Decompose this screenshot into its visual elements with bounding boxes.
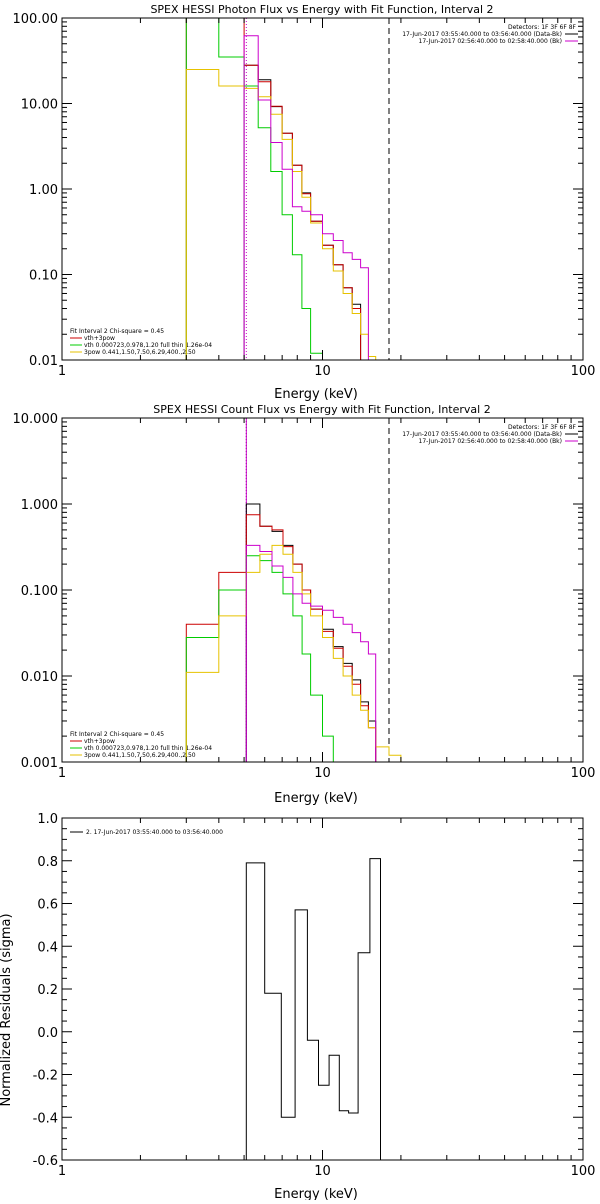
series-2-histogram — [185, 555, 344, 762]
y-tick-label: 10.00 — [21, 98, 58, 113]
y-tick-label: 1.000 — [21, 498, 58, 513]
x-tick-label: 1 — [58, 766, 66, 781]
plot-area — [185, 18, 390, 360]
y-tick-label: 0.0 — [37, 1026, 58, 1041]
y-axis-ticks: 0.01 0.10 1.00 10.00 100.00 — [13, 12, 583, 369]
photon-flux-legend-bottom-left: Fit Interval 2 Chi-square = 0.45 vth+3po… — [70, 328, 212, 356]
count-legend-model: vth+3pow — [84, 738, 115, 745]
series-0-histogram — [245, 858, 389, 1160]
y-tick-label: 0.2 — [37, 983, 58, 998]
y-axis-ticks: 0.001 0.010 0.100 1.000 10.000 — [13, 412, 583, 771]
residuals-legend-interval: 2. 17-Jun-2017 03:55:40.000 to 03:56:40.… — [86, 829, 223, 836]
series-3-histogram — [185, 69, 389, 360]
residuals-xlabel: Energy (keV) — [274, 1187, 358, 1200]
photon-legend-detectors: Detectors: 1F 3F 6F 8F — [508, 24, 577, 31]
x-tick-label: 10 — [314, 1164, 331, 1179]
count-legend-detectors: Detectors: 1F 3F 6F 8F — [508, 424, 577, 431]
x-axis-ticks: 1 10 100 — [58, 818, 596, 1179]
count-flux-panel: SPEX HESSI Count Flux vs Energy with Fit… — [13, 403, 596, 806]
count-legend-fit: Fit Interval 2 Chi-square = 0.45 — [70, 731, 164, 738]
y-tick-label: 0.10 — [29, 269, 58, 284]
y-tick-label: 0.01 — [29, 354, 58, 369]
x-tick-label: 10 — [314, 364, 331, 379]
photon-legend-bk-interval: 17-Jun-2017 02:56:40.000 to 02:58:40.000… — [419, 38, 562, 45]
x-axis-ticks: 1 10 100 — [58, 18, 596, 379]
y-tick-label: 0.001 — [21, 756, 58, 771]
count-flux-title: SPEX HESSI Count Flux vs Energy with Fit… — [153, 403, 490, 416]
count-flux-legend-bottom-left: Fit Interval 2 Chi-square = 0.45 vth+3po… — [70, 731, 212, 759]
photon-legend-fit: Fit Interval 2 Chi-square = 0.45 — [70, 328, 164, 335]
residuals-ylabel: Normalized Residuals (sigma) — [0, 913, 14, 1106]
count-flux-legend-top-right: Detectors: 1F 3F 6F 8F 17-Jun-2017 03:55… — [402, 424, 576, 445]
y-tick-label: -0.2 — [33, 1069, 58, 1084]
photon-flux-title: SPEX HESSI Photon Flux vs Energy with Fi… — [150, 3, 493, 16]
x-tick-label: 1 — [58, 1164, 66, 1179]
photon-flux-panel: SPEX HESSI Photon Flux vs Energy with Fi… — [13, 3, 596, 402]
y-tick-label: -0.6 — [33, 1154, 58, 1169]
residuals-panel: Energy (keV) Normalized Residuals (sigma… — [0, 812, 596, 1202]
plot-frame — [61, 817, 584, 1161]
x-tick-label: 100 — [571, 1164, 596, 1179]
photon-flux-legend-top-right: Detectors: 1F 3F 6F 8F 17-Jun-2017 03:55… — [402, 24, 576, 45]
plot-frame — [61, 17, 584, 361]
count-legend-3pow: 3pow 0.441,1.50,7.50,6.29,400.,2.50 — [84, 752, 196, 759]
series-4-histogram — [245, 544, 377, 762]
count-legend-data-interval: 17-Jun-2017 03:55:40.000 to 03:56:40.000… — [402, 431, 562, 438]
series-4-histogram — [243, 35, 369, 360]
y-tick-label: 10.000 — [13, 412, 59, 427]
x-tick-label: 10 — [314, 766, 331, 781]
series-1-histogram — [185, 514, 377, 762]
photon-legend-data-interval: 17-Jun-2017 03:55:40.000 to 03:56:40.000… — [402, 31, 562, 38]
y-axis-ticks: -0.6 -0.4 -0.2 0.0 0.2 0.4 0.6 0.8 1.0 — [33, 812, 583, 1169]
y-tick-label: 100.00 — [13, 12, 59, 27]
photon-legend-3pow: 3pow 0.441,1.50,7.50,6.29,400.,2.50 — [84, 349, 196, 356]
x-tick-label: 100 — [571, 766, 596, 781]
series-3-histogram — [185, 544, 412, 762]
y-tick-label: 0.4 — [37, 940, 58, 955]
y-tick-label: 1.0 — [37, 812, 58, 827]
x-tick-label: 1 — [58, 364, 66, 379]
y-tick-label: 0.8 — [37, 855, 58, 870]
x-tick-label: 100 — [571, 364, 596, 379]
photon-legend-model: vth+3pow — [84, 335, 115, 342]
count-flux-xlabel: Energy (keV) — [274, 791, 358, 806]
y-tick-label: 0.010 — [21, 670, 58, 685]
y-tick-label: 0.6 — [37, 898, 58, 913]
count-legend-vth: vth 0.000723,0.978,1.20 full thin 1.26e-… — [84, 745, 212, 752]
series-2-histogram — [185, 18, 323, 360]
x-axis-ticks: 1 10 100 — [58, 418, 596, 781]
series-0-histogram — [243, 64, 369, 360]
photon-flux-xlabel: Energy (keV) — [274, 387, 358, 402]
plot-area — [185, 418, 412, 762]
y-tick-label: -0.4 — [33, 1111, 58, 1126]
photon-legend-vth: vth 0.000723,0.978,1.20 full thin 1.26e-… — [84, 342, 212, 349]
count-legend-bk-interval: 17-Jun-2017 02:56:40.000 to 02:58:40.000… — [419, 438, 562, 445]
y-tick-label: 0.100 — [21, 584, 58, 599]
y-tick-label: 1.00 — [29, 183, 58, 198]
plot-area — [245, 858, 389, 1160]
